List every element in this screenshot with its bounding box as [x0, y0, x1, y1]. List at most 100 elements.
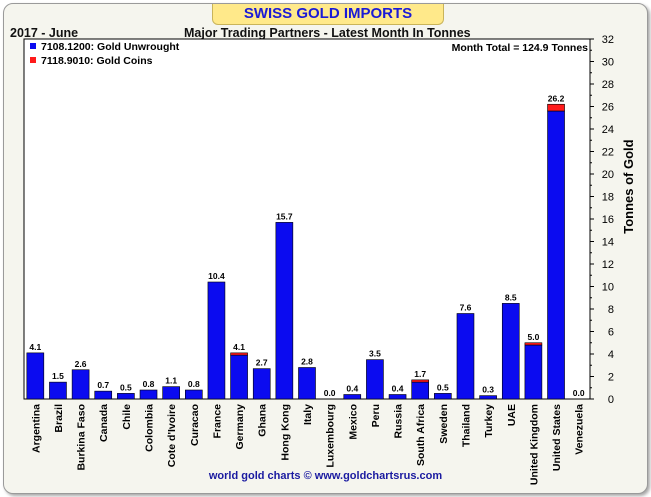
bar-unwrought: [139, 389, 158, 400]
data-label: 0.3: [482, 385, 494, 395]
x-tick-label: Turkey: [483, 404, 495, 438]
x-tick-label: Brazil: [53, 404, 65, 433]
x-tick-label: Thailand: [460, 404, 472, 447]
data-label: 15.7: [276, 211, 293, 221]
x-tick-label: Canada: [98, 404, 110, 442]
bar-unwrought: [388, 394, 407, 400]
data-label: 0.5: [120, 382, 132, 392]
bar-unwrought: [117, 393, 135, 400]
y-tick-label: 14: [602, 237, 614, 249]
bar-unwrought: [185, 389, 203, 400]
period-label: 2017 - June: [10, 26, 79, 40]
data-label: 0.8: [188, 379, 200, 389]
y-tick-label: 2: [608, 372, 614, 384]
bar-unwrought: [366, 359, 384, 400]
data-label: 0.4: [346, 384, 358, 394]
bar-unwrought: [479, 395, 497, 400]
data-label: 0.5: [437, 382, 449, 392]
data-label: 7.6: [460, 303, 472, 313]
bar-unwrought: [252, 368, 271, 400]
legend-swatch: [30, 43, 36, 49]
bar-unwrought: [94, 390, 113, 400]
bar-unwrought: [162, 386, 180, 400]
bar-unwrought: [49, 381, 67, 400]
x-tick-label: United States: [551, 404, 563, 471]
y-tick-label: 24: [602, 124, 614, 136]
bar-unwrought: [71, 369, 90, 400]
x-tick-label: Cote d'Ivoire: [166, 404, 178, 467]
y-tick-label: 18: [602, 192, 614, 204]
legend-swatch: [30, 57, 36, 63]
x-tick-label: Burkina Faso: [76, 404, 88, 471]
x-tick-label: Luxembourg: [325, 404, 337, 468]
data-label: 0.0: [324, 388, 336, 398]
y-tick-label: 20: [602, 169, 614, 181]
bar-unwrought: [298, 367, 316, 400]
bar-coins: [524, 342, 543, 346]
data-label: 4.1: [29, 342, 41, 352]
x-tick-label: UAE: [506, 404, 518, 426]
y-tick-label: 16: [602, 214, 614, 226]
x-tick-label: Colombia: [144, 404, 156, 452]
data-label: 1.5: [52, 371, 64, 381]
x-tick-label: Peru: [370, 404, 382, 427]
data-label: 1.1: [165, 376, 177, 386]
legend-entry: 7108.1200: Gold Unwrought: [41, 41, 180, 53]
x-tick-label: Hong Kong: [279, 404, 291, 461]
y-axis-label: Tonnes of Gold: [621, 139, 636, 233]
data-label: 0.7: [97, 380, 109, 390]
bar-coins: [230, 352, 248, 356]
y-tick-label: 26: [602, 102, 614, 114]
bar-unwrought: [411, 381, 430, 400]
y-tick-label: 4: [608, 349, 614, 361]
bar-unwrought: [456, 313, 475, 400]
x-tick-label: Russia: [393, 404, 405, 439]
bar-coins: [547, 103, 565, 112]
data-label: 2.6: [75, 359, 87, 369]
y-tick-label: 6: [608, 327, 614, 339]
x-tick-label: France: [211, 404, 223, 439]
y-tick-label: 0: [608, 394, 614, 406]
y-tick-label: 10: [602, 282, 614, 294]
y-tick-label: 12: [602, 259, 614, 271]
x-tick-label: South Africa: [415, 404, 427, 466]
month-total-annotation: Month Total = 124.9 Tonnes: [452, 42, 589, 54]
x-tick-label: United Kingdom: [528, 404, 540, 485]
y-tick-label: 8: [608, 304, 614, 316]
x-tick-label: Ghana: [257, 404, 269, 437]
bar-unwrought: [207, 281, 226, 400]
bar-coins: [411, 379, 430, 383]
x-tick-label: Venezuela: [574, 404, 586, 455]
x-tick-label: Sweden: [438, 404, 450, 444]
data-label: 0.0: [573, 388, 585, 398]
y-tick-label: 28: [602, 79, 614, 91]
x-tick-label: Argentina: [30, 404, 42, 453]
x-tick-label: Mexico: [347, 404, 359, 440]
bar-unwrought: [501, 303, 520, 400]
data-label: 4.1: [233, 342, 245, 352]
data-label: 2.8: [301, 357, 313, 367]
chart-subtitle: Major Trading Partners - Latest Month In…: [184, 26, 471, 40]
footer-credit: world gold charts © www.goldchartsrus.co…: [208, 470, 443, 482]
y-tick-label: 22: [602, 147, 614, 159]
bar-unwrought: [524, 344, 543, 400]
data-label: 1.7: [414, 369, 426, 379]
x-tick-label: Germany: [234, 404, 246, 450]
data-label: 10.4: [208, 271, 225, 281]
data-label: 2.7: [256, 358, 268, 368]
chart-frame: SWISS GOLD IMPORTS 2017 - June Major Tra…: [3, 3, 648, 494]
data-label: 3.5: [369, 349, 381, 359]
data-label: 0.4: [392, 384, 404, 394]
bar-unwrought: [26, 352, 45, 400]
data-label: 8.5: [505, 292, 517, 302]
bar-unwrought: [547, 110, 565, 400]
x-tick-label: Curacao: [189, 404, 201, 446]
bar-unwrought: [275, 222, 294, 400]
bar-unwrought: [434, 393, 452, 400]
bar-unwrought: [343, 394, 362, 400]
x-tick-label: Italy: [302, 404, 314, 425]
data-label: 0.8: [143, 379, 155, 389]
data-label: 5.0: [527, 332, 539, 342]
bar-unwrought: [230, 354, 248, 400]
